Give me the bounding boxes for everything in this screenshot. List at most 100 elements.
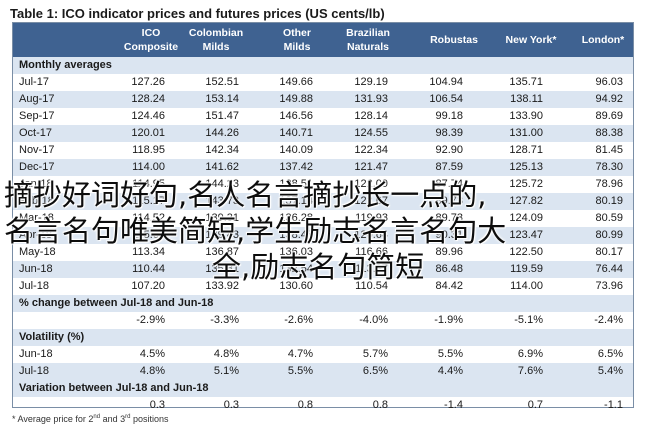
table-cell: 127.82 xyxy=(509,195,543,207)
table-cell: 5.5% xyxy=(437,348,463,360)
table-row: May-18 113.34 136.87 136.03 116.66 89.96 122.5… xyxy=(13,244,633,261)
table-cell: 135.71 xyxy=(509,76,543,88)
table-cell: 78.30 xyxy=(595,161,623,173)
table-cell: 122.09 xyxy=(354,178,388,190)
table-cell: 107.20 xyxy=(131,280,165,292)
row-label: Dec-17 xyxy=(19,161,55,173)
row-label: Jul-18 xyxy=(19,365,49,377)
table-cell: 135.81 xyxy=(205,263,239,275)
column-header-line1: Colombian xyxy=(188,27,244,39)
table-cell: 151.47 xyxy=(205,110,239,122)
row-label: Mar-18 xyxy=(19,212,54,224)
table-cell: 121.47 xyxy=(354,161,388,173)
table-cell: 122.50 xyxy=(509,246,543,258)
table-cell: 4.4% xyxy=(437,365,463,377)
table-cell: 136.87 xyxy=(205,246,239,258)
table-cell: 114.52 xyxy=(132,212,165,224)
table-row: Oct-17 120.01 144.26 140.71 124.55 98.39 131.0… xyxy=(13,125,633,142)
table-cell: 116.66 xyxy=(355,246,388,258)
table-cell: 138.11 xyxy=(510,93,543,105)
table-cell: 130.60 xyxy=(279,280,313,292)
table-cell: 128.24 xyxy=(131,93,165,105)
column-header-line1: Robustas xyxy=(430,34,478,46)
row-label: Sep-17 xyxy=(19,110,55,122)
table-cell: 80.19 xyxy=(595,195,623,207)
table-cell: 122.34 xyxy=(354,144,388,156)
column-header: New York* xyxy=(493,33,569,61)
table-cell: 142.34 xyxy=(205,144,239,156)
watermark-line-1: 摘抄好词好句,名人名言摘抄长一点的, xyxy=(4,178,487,212)
table-cell: 94.92 xyxy=(595,93,623,105)
column-header-line2: Naturals xyxy=(346,41,389,53)
table-cell: 80.99 xyxy=(595,229,623,241)
table-cell: 7.6% xyxy=(517,365,543,377)
watermark-line-3: 全,励志名句简短 xyxy=(212,250,425,284)
table-cell: 128.71 xyxy=(509,144,543,156)
table-row: Jul-18 107.20 133.92 130.60 110.54 84.42 114.0… xyxy=(13,278,633,295)
table-row: Jun-18 4.5% 4.8% 4.7% 5.7% 5.5% 6.9% 6.5% xyxy=(13,346,633,363)
footnote-mid: and 3 xyxy=(100,414,126,424)
footnote-end: positions xyxy=(130,414,169,424)
table-cell: 89.96 xyxy=(435,246,463,258)
table-cell: 118.95 xyxy=(132,144,165,156)
table-cell: 99.18 xyxy=(435,110,463,122)
table-cell: -1.4 xyxy=(444,399,463,411)
row-label: Jul-18 xyxy=(19,280,49,292)
table-cell: 86.48 xyxy=(435,263,463,275)
table-header: ICO Composite Colombian Milds Other Milds Braz… xyxy=(13,23,633,57)
table-cell: 87.59 xyxy=(435,161,463,173)
table-row: Nov-17 118.95 142.34 140.09 122.34 92.90 128.7… xyxy=(13,142,633,159)
table-row: Jul-18 4.8% 5.1% 5.5% 6.5% 4.4% 7.6% 5.4% xyxy=(13,363,633,380)
table-cell: 114.00 xyxy=(132,161,165,173)
column-header: Brazilian Naturals xyxy=(330,26,406,54)
table-cell: 4.8% xyxy=(139,365,165,377)
table-cell: 4.7% xyxy=(287,348,313,360)
table-cell: 133.92 xyxy=(205,280,239,292)
table-cell: 110.44 xyxy=(132,263,165,275)
table-cell: 124.55 xyxy=(354,127,388,139)
table-cell: 89.73 xyxy=(435,212,463,224)
footnote: * Average price for 2nd and 3rd position… xyxy=(12,414,168,424)
table-cell: 137.42 xyxy=(279,161,313,173)
table-cell: -5.1% xyxy=(514,314,543,326)
section-percent-change: % change between Jul-18 and Jun-18 xyxy=(13,295,633,312)
table-cell: 5.5% xyxy=(287,365,313,377)
column-header-line1: Other xyxy=(282,27,311,39)
table-cell: 131.00 xyxy=(509,127,543,139)
table-cell: 144.23 xyxy=(205,178,239,190)
table-cell: 88.38 xyxy=(595,127,623,139)
table-cell: 104.94 xyxy=(429,76,463,88)
table-cell: 73.96 xyxy=(595,280,623,292)
table-cell: 124.09 xyxy=(509,212,543,224)
column-header-line1: New York* xyxy=(505,34,557,46)
table-cell: 120.01 xyxy=(131,127,165,139)
table-cell: 110.54 xyxy=(355,280,388,292)
table-cell: 129.19 xyxy=(354,76,388,88)
table-cell: 80.17 xyxy=(595,246,623,258)
table-cell: 115.63 xyxy=(132,229,165,241)
table-row: Feb-18 115.17 143.73 137.14 122.67 89.73 127.8… xyxy=(13,193,633,210)
row-label: Feb-18 xyxy=(19,195,54,207)
row-label: Jul-17 xyxy=(19,76,49,88)
table-cell: 119.59 xyxy=(510,263,543,275)
table-cell: 84.42 xyxy=(435,280,463,292)
row-label: Jun-18 xyxy=(19,263,53,275)
table-cell: 149.66 xyxy=(279,76,313,88)
table-cell: 113.34 xyxy=(132,246,165,258)
table-cell: -2.6% xyxy=(284,314,313,326)
price-table: ICO Composite Colombian Milds Other Milds Braz… xyxy=(12,22,634,411)
table-cell: 114.00 xyxy=(510,280,543,292)
table-cell: 106.54 xyxy=(429,93,463,105)
table-cell: -3.3% xyxy=(210,314,239,326)
column-header: London* xyxy=(565,33,641,61)
watermark-line-2: 名言名句唯美简短,学生励志名言名句大 xyxy=(4,214,507,248)
table-cell: -1.1 xyxy=(604,399,623,411)
table-cell: 128.14 xyxy=(354,110,388,122)
table-cell: 0.3 xyxy=(149,399,165,411)
table-row: -2.9% -3.3% -2.6% -4.0% -1.9% -5.1% -2.4% xyxy=(13,312,633,329)
table-cell: 125.13 xyxy=(509,161,543,173)
row-label: Jun-18 xyxy=(19,348,53,360)
table-cell: 152.51 xyxy=(205,76,239,88)
row-label: Aug-17 xyxy=(19,93,55,105)
footnote-sup-rd: rd xyxy=(125,414,131,420)
